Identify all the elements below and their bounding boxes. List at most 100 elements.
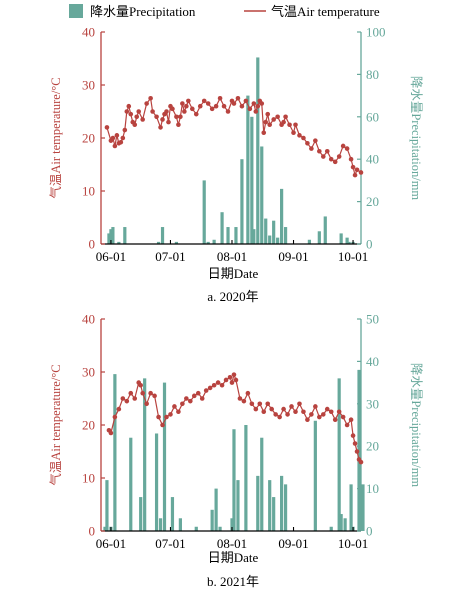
ylabel-right-2020: 降水量Precipitation/mm [409,76,423,201]
temp-point-2021-66 [352,441,358,446]
temp-point-2020-2 [110,135,116,141]
temp-point-2020-85 [358,170,364,175]
precip-bar-2021-22 [268,480,272,531]
precip-bar-2020-0 [107,233,111,244]
temp-point-2021-7 [132,396,138,401]
temp-point-2021-9 [138,382,143,388]
xtick-label-2020-09-01: 09-01 [278,249,308,264]
temp-point-2020-17 [144,101,149,106]
temp-point-2021-21 [184,396,189,401]
temp-point-2020-48 [239,103,245,109]
temp-point-2021-63 [344,422,350,428]
precip-bar-2021-13 [210,509,214,531]
temp-point-2021-11 [144,401,149,407]
precip-bars-2021 [103,369,365,531]
axes-2021 [100,318,362,532]
ytick-left-label-2021-0: 0 [89,524,96,539]
temp-point-2020-78 [336,154,342,159]
temp-point-2021-54 [309,412,314,417]
temp-point-2021-4 [120,396,126,401]
ytick-left-label-2020-30: 30 [82,78,95,93]
temp-point-2020-6 [118,139,124,145]
ytick-left-label-2021-10: 10 [82,471,95,486]
temp-point-2020-24 [164,109,169,114]
precip-bar-2021-12 [194,526,198,531]
precip-bar-2020-10 [212,239,216,244]
temp-point-2021-40 [253,406,259,412]
ytick-right-label-2021-20: 20 [366,439,379,454]
temp-point-2020-7 [120,135,126,141]
temp-point-2020-35 [190,106,195,112]
temp-point-2021-17 [168,412,173,417]
temp-point-2021-37 [241,398,247,404]
precip-bar-2021-18 [236,480,240,531]
precip-bar-2020-31 [347,241,351,244]
precip-bar-2020-17 [252,229,256,244]
precip-bar-2020-21 [268,235,272,244]
precip-bar-2020-23 [276,237,280,244]
temp-point-2020-13 [132,122,138,128]
legend-precip-swatch [69,4,83,18]
temp-point-2020-72 [313,138,318,143]
ytick-left-label-2021-20: 20 [82,418,95,433]
temp-point-2020-3 [112,143,118,149]
temp-point-2021-52 [301,409,306,415]
temp-point-2021-45 [273,412,278,417]
ylabel-right-2021: 降水量Precipitation/mm [409,363,423,488]
temp-point-2020-20 [154,114,159,120]
temp-point-2021-46 [277,414,282,420]
temp-point-2020-39 [205,101,211,106]
temp-points-2021 [106,372,364,465]
precip-bar-2021-6 [143,378,147,531]
temp-point-2021-48 [285,412,290,417]
temp-point-2020-43 [221,103,227,109]
temp-point-2020-18 [148,95,153,101]
temp-point-2021-22 [188,398,193,404]
temp-point-2020-74 [320,154,326,159]
precip-bar-2021-31 [349,484,353,531]
panel-2021: 0 10 20 30 40 0 10 20 30 40 50 06-01 07-01 08-01 09-01… [48,312,423,590]
precip-bar-2020-22 [272,220,276,244]
temp-point-2020-44 [225,109,231,114]
precip-bar-2021-5 [139,497,143,531]
temp-point-2020-16 [140,117,145,122]
temp-point-2021-16 [164,414,169,420]
precip-bar-2020-16 [250,116,254,244]
precip-bar-2020-3 [117,241,121,244]
precip-bar-2021-4 [129,437,133,531]
precip-bar-2021-20 [256,475,260,531]
temp-point-2020-28 [174,114,179,120]
temp-point-2021-15 [160,422,165,428]
temp-point-2020-31 [180,101,185,106]
temp-point-2021-41 [257,401,263,407]
temp-point-2021-31 [223,377,229,383]
precip-bar-2021-28 [337,378,341,531]
temp-point-2021-58 [324,406,330,412]
xtick-label-2020-07-01: 07-01 [155,249,185,264]
temp-point-2021-44 [269,406,274,412]
precip-bar-2020-13 [234,227,238,244]
temp-point-2021-42 [261,409,267,415]
temp-point-2020-50 [247,106,253,112]
ylabel-left-2020: 气温Air temperature/°C [48,77,63,198]
ytick-right-label-2021-30: 30 [366,396,379,411]
temp-point-2021-61 [336,409,342,415]
temp-point-2020-77 [332,159,338,165]
precip-bar-2020-2 [111,227,115,244]
temp-point-2020-47 [235,95,241,101]
xtick-label-2020-10-01: 10-01 [338,249,368,264]
precip-bar-2020-29 [339,233,343,244]
precip-bar-2021-30 [343,518,347,531]
precip-bar-2020-8 [202,180,206,244]
temp-point-2021-2 [112,414,118,420]
precip-bar-2020-18 [256,57,260,244]
precip-bar-2021-3 [113,374,117,531]
temp-point-2021-47 [281,406,286,412]
temp-point-2021-65 [350,433,356,438]
temp-point-2020-42 [217,95,223,101]
temp-point-2020-0 [104,125,110,130]
precip-bar-2020-26 [307,239,311,244]
precip-bar-2021-24 [280,475,284,531]
ytick-right-label-2020-0: 0 [366,237,373,252]
temp-point-2021-67 [354,449,360,454]
